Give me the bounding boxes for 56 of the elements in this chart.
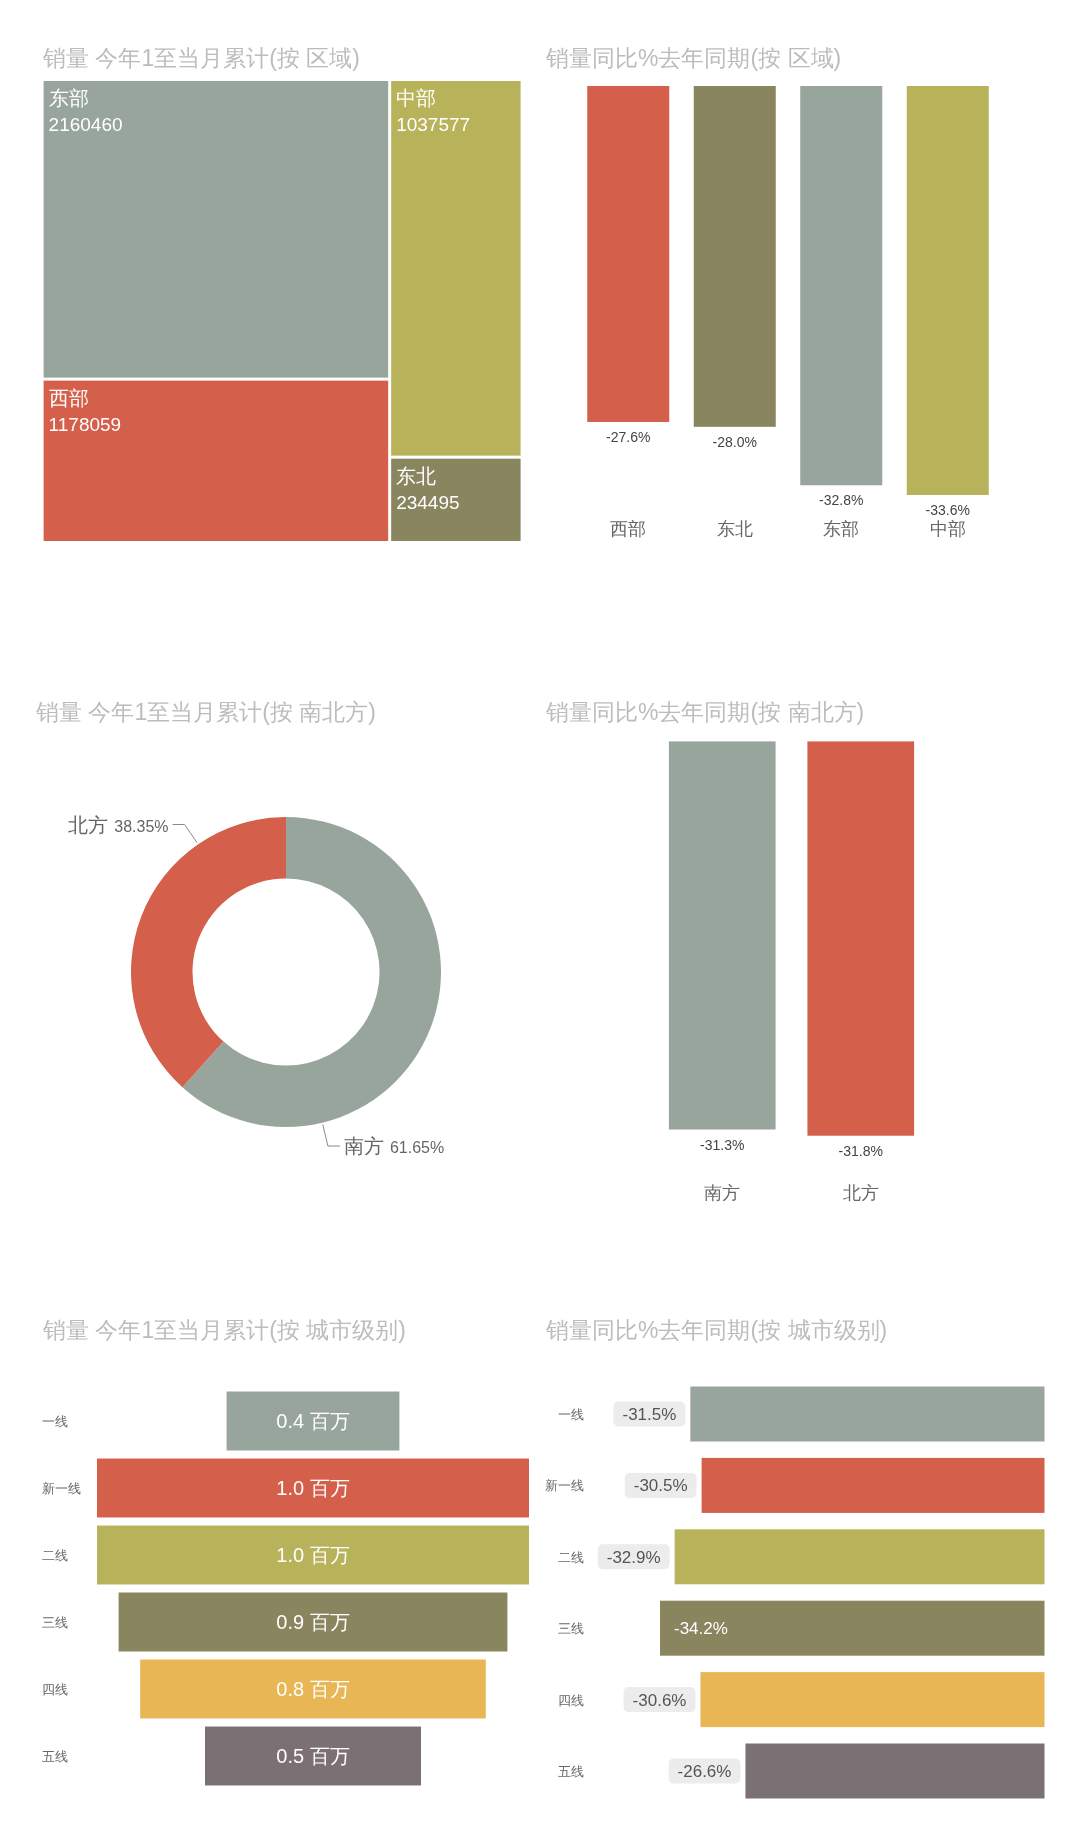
data-label: -31.3% bbox=[700, 1136, 745, 1153]
data-label: -31.5% bbox=[622, 1405, 677, 1424]
data-label: 0.4 百万 bbox=[276, 1410, 350, 1432]
category-label: 东部 bbox=[48, 87, 89, 109]
data-label: 1037577 bbox=[396, 114, 471, 135]
category-label: 中部 bbox=[396, 87, 437, 109]
data-label: 234495 bbox=[396, 491, 460, 513]
category-label: 四线 bbox=[42, 1682, 68, 1697]
x-tick-label: 东北 bbox=[716, 519, 753, 539]
data-label: -26.6% bbox=[677, 1762, 732, 1781]
x-tick-label: 西部 bbox=[610, 519, 647, 539]
slice-label: 北方 bbox=[68, 813, 109, 836]
category-label: 东北 bbox=[396, 464, 437, 487]
chart-title: 销量同比%去年同期(按 区域) bbox=[546, 45, 842, 71]
data-label: -34.2% bbox=[674, 1619, 728, 1639]
data-label: 61.65% bbox=[389, 1139, 445, 1157]
y-tick-label: 二线 bbox=[558, 1549, 584, 1565]
data-label: 38.35% bbox=[114, 817, 169, 835]
slice-label: 南方 bbox=[343, 1135, 384, 1158]
chart-title: 销量同比%去年同期(按 城市级别) bbox=[546, 1317, 888, 1343]
y-tick-label: 新一线 bbox=[545, 1478, 584, 1494]
y-tick-label: 四线 bbox=[558, 1692, 584, 1708]
data-label: -27.6% bbox=[606, 428, 651, 445]
data-label: 0.5 百万 bbox=[276, 1745, 350, 1767]
data-label: -32.8% bbox=[819, 492, 864, 509]
category-label: 三线 bbox=[42, 1615, 68, 1630]
category-label: 二线 bbox=[42, 1548, 68, 1563]
data-label: -33.6% bbox=[925, 502, 970, 518]
tile: 西部 1178059 bbox=[43, 380, 389, 541]
data-label: 1.0 百万 bbox=[276, 1477, 350, 1499]
y-tick-label: 一线 bbox=[558, 1407, 584, 1422]
tile: 东部 2160460 bbox=[43, 81, 389, 378]
data-label: -30.6% bbox=[632, 1690, 687, 1710]
x-tick-label: 东部 bbox=[823, 519, 860, 539]
x-tick-label: 中部 bbox=[929, 519, 966, 539]
chart-title: 销量 今年1至当月累计(按 南北方) bbox=[36, 699, 376, 725]
data-label: 2160460 bbox=[48, 114, 123, 135]
data-label: 1.0 百万 bbox=[276, 1544, 350, 1566]
chart-title: 销量 今年1至当月累计(按 城市级别) bbox=[43, 1317, 406, 1343]
y-tick-label: 三线 bbox=[558, 1621, 584, 1637]
data-label: -30.5% bbox=[633, 1476, 688, 1496]
category-label: 新一线 bbox=[42, 1481, 81, 1496]
category-label: 五线 bbox=[42, 1749, 68, 1764]
chart-title: 销量 今年1至当月累计(按 区域) bbox=[43, 45, 360, 71]
tile: 东北 234495 bbox=[391, 458, 521, 541]
data-label: 0.9 百万 bbox=[276, 1611, 350, 1633]
data-label: 0.8 百万 bbox=[276, 1678, 350, 1700]
data-label: -28.0% bbox=[712, 433, 757, 450]
data-label: 1178059 bbox=[48, 413, 122, 435]
tile: 中部 1037577 bbox=[391, 81, 521, 456]
data-label: -31.8% bbox=[838, 1142, 883, 1159]
category-label: 西部 bbox=[48, 386, 89, 409]
category-label: 一线 bbox=[42, 1414, 68, 1429]
data-label: -32.9% bbox=[606, 1547, 661, 1567]
chart-title: 销量同比%去年同期(按 南北方) bbox=[546, 699, 865, 725]
y-tick-label: 五线 bbox=[558, 1764, 584, 1779]
